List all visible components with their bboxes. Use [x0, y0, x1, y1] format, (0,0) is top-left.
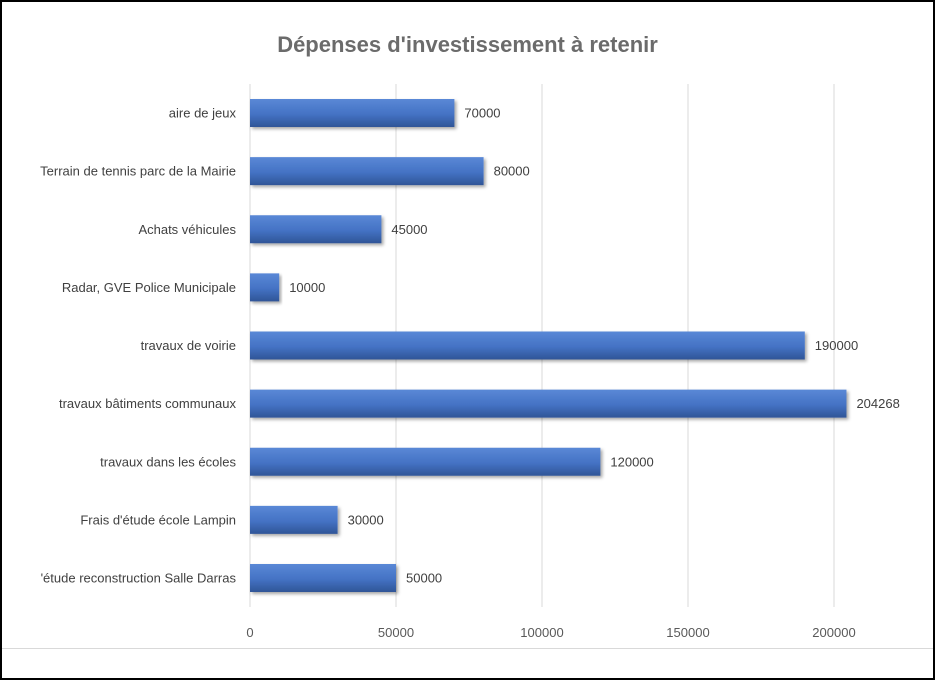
bar — [250, 273, 280, 302]
x-tick-label: 150000 — [666, 625, 709, 640]
category-label: 'étude reconstruction Salle Darras — [41, 571, 237, 586]
bar — [250, 505, 338, 534]
category-label: Frais d'étude école Lampin — [80, 512, 236, 527]
category-label: travaux bâtiments communaux — [59, 396, 237, 411]
data-label: 190000 — [815, 338, 858, 353]
bar — [250, 157, 484, 186]
x-tick-label: 0 — [246, 625, 253, 640]
bar — [250, 215, 382, 244]
bar — [250, 99, 455, 127]
bottom-separator — [2, 648, 933, 649]
data-label: 45000 — [391, 222, 427, 237]
bars — [250, 99, 847, 592]
data-label: 204268 — [856, 396, 899, 411]
bar — [250, 447, 601, 476]
bar — [250, 389, 847, 418]
data-label: 80000 — [494, 164, 530, 179]
category-label: travaux de voirie — [141, 338, 236, 353]
bar — [250, 564, 396, 592]
data-label: 10000 — [289, 280, 325, 295]
category-label: Terrain de tennis parc de la Mairie — [40, 164, 236, 179]
data-label: 50000 — [406, 571, 442, 586]
category-label: aire de jeux — [169, 106, 237, 121]
data-label: 70000 — [464, 106, 500, 121]
chart-title: Dépenses d'investissement à retenir — [277, 32, 658, 57]
labels: 0 50000 100000 150000 200000 aire de jeux 7000… — [40, 106, 900, 641]
bar — [250, 331, 805, 360]
x-tick-label: 200000 — [812, 625, 855, 640]
x-tick-label: 50000 — [378, 625, 414, 640]
x-tick-label: 100000 — [520, 625, 563, 640]
category-label: Radar, GVE Police Municipale — [62, 280, 236, 295]
category-label: travaux dans les écoles — [100, 454, 236, 469]
data-label: 30000 — [348, 512, 384, 527]
data-label: 120000 — [610, 454, 653, 469]
category-label: Achats véhicules — [138, 222, 236, 237]
